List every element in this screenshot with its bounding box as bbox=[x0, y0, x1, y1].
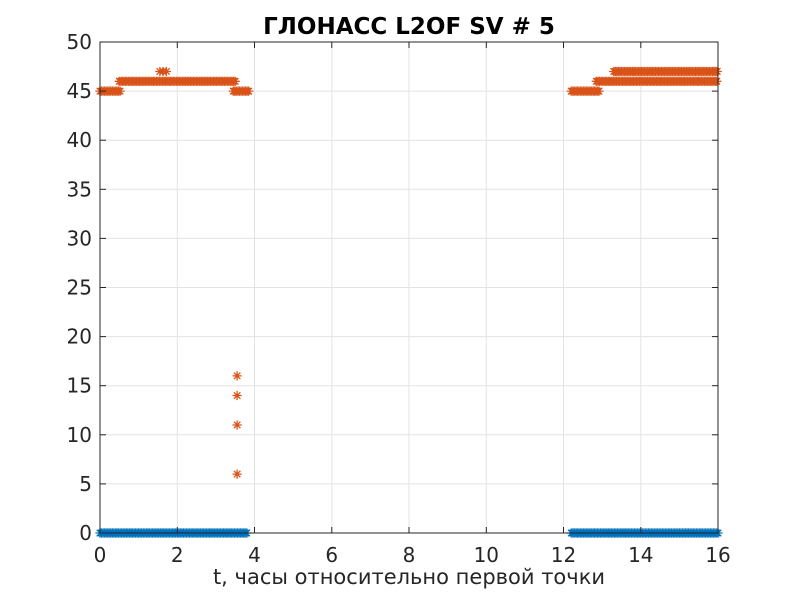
plot-area: 0 2 4 6 8 10 12 14 16 0 5 10 15 20 25 30 35 40 45 50 bbox=[67, 30, 731, 567]
series-orange-band bbox=[228, 86, 254, 96]
y-tick-label: 50 bbox=[67, 30, 92, 54]
x-tick-label: 14 bbox=[628, 543, 653, 567]
y-tick-label: 45 bbox=[67, 79, 92, 103]
x-tick-label: 0 bbox=[94, 543, 107, 567]
series-orange-band bbox=[566, 86, 604, 96]
y-tick-label: 40 bbox=[67, 128, 92, 152]
x-tick-label: 12 bbox=[551, 543, 576, 567]
y-tick-label: 0 bbox=[79, 521, 92, 545]
y-tick-label: 35 bbox=[67, 177, 92, 201]
x-tick-label: 8 bbox=[403, 543, 416, 567]
series-orange-points bbox=[155, 66, 242, 479]
x-tick-label: 16 bbox=[705, 543, 730, 567]
x-tick-label: 10 bbox=[474, 543, 499, 567]
chart-title: ГЛОНАСС L2OF SV # 5 bbox=[263, 14, 555, 40]
y-tick-label: 15 bbox=[67, 374, 92, 398]
y-tick-label: 20 bbox=[67, 325, 92, 349]
series-orange-band bbox=[591, 76, 722, 86]
y-tick-label: 10 bbox=[67, 423, 92, 447]
x-tick-label: 6 bbox=[325, 543, 338, 567]
y-tick-label: 30 bbox=[67, 226, 92, 250]
series-orange-band bbox=[114, 76, 240, 86]
x-tick-label: 2 bbox=[171, 543, 184, 567]
y-tick-label: 5 bbox=[79, 472, 92, 496]
x-axis-label: t, часы относительно первой точки bbox=[213, 565, 605, 589]
series-orange-band bbox=[609, 66, 722, 77]
x-tick-label: 4 bbox=[248, 543, 261, 567]
y-tick-label: 25 bbox=[67, 276, 92, 300]
